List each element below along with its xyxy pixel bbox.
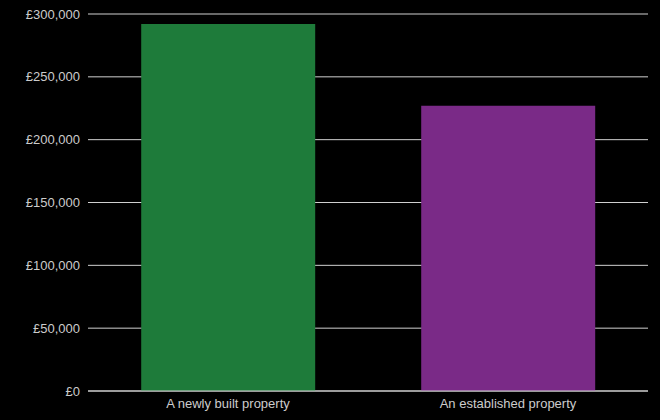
svg-text:£0: £0 xyxy=(66,384,80,399)
svg-text:An established property: An established property xyxy=(440,396,577,411)
svg-text:A newly built property: A newly built property xyxy=(166,396,290,411)
svg-text:£250,000: £250,000 xyxy=(26,69,80,84)
svg-text:£100,000: £100,000 xyxy=(26,258,80,273)
svg-text:£300,000: £300,000 xyxy=(26,7,80,22)
svg-text:£200,000: £200,000 xyxy=(26,132,80,147)
svg-text:£50,000: £50,000 xyxy=(33,321,80,336)
svg-text:£150,000: £150,000 xyxy=(26,195,80,210)
